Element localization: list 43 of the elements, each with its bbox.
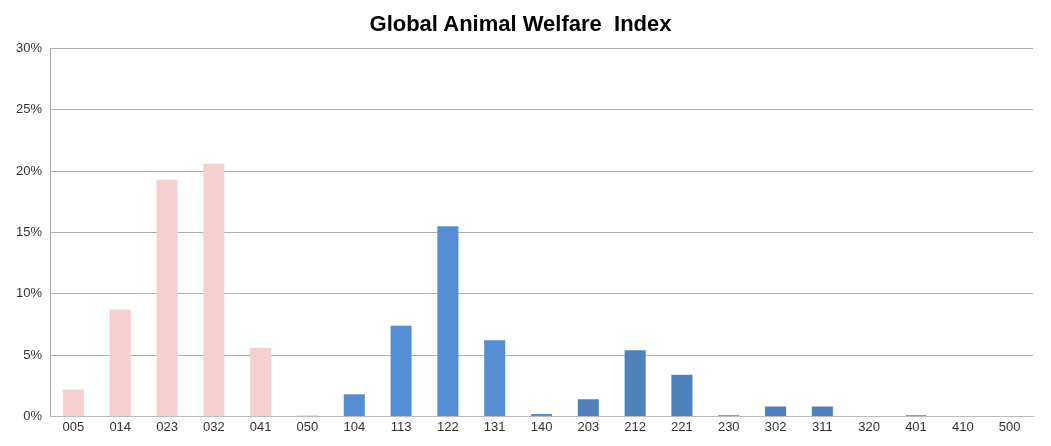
y-tick-label: 20% (15, 162, 43, 178)
x-tick-label: 032 (203, 418, 225, 434)
x-tick-label: 401 (905, 418, 927, 434)
bar (62, 389, 84, 416)
bar (577, 399, 599, 416)
x-tick-label: 023 (156, 418, 178, 434)
x-tick-label: 041 (249, 418, 272, 434)
x-tick-label: 014 (109, 418, 132, 434)
x-tick-label: 302 (764, 418, 787, 434)
x-tick-label: 311 (811, 418, 833, 434)
y-tick-label: 0% (23, 407, 43, 423)
x-tick-label: 131 (483, 418, 506, 434)
x-tick-label: 203 (577, 418, 600, 434)
x-tick-label: 122 (437, 418, 459, 434)
bar (624, 350, 646, 416)
chart-title: Global Animal Welfare Index (369, 11, 673, 37)
bar (203, 163, 225, 416)
x-tick-label: 212 (624, 418, 646, 434)
y-tick-label: 5% (23, 346, 43, 362)
y-tick-label: 25% (15, 101, 43, 117)
x-tick-label: 005 (62, 418, 85, 434)
x-tick-label: 320 (858, 418, 881, 434)
bar (437, 226, 459, 416)
bar (671, 374, 693, 416)
bar (109, 309, 131, 416)
x-tick-label: 410 (951, 418, 974, 434)
x-tick-label: 140 (530, 418, 553, 434)
y-tick-label: 30% (15, 39, 43, 55)
bar (250, 347, 272, 416)
x-tick-label: 230 (717, 418, 740, 434)
bar (343, 394, 365, 416)
bar (811, 406, 833, 416)
x-tick-label: 050 (296, 418, 319, 434)
y-tick-label: 15% (15, 223, 43, 239)
bar (156, 179, 178, 416)
bar (484, 340, 506, 416)
bar (765, 406, 787, 416)
y-tick-label: 10% (15, 285, 43, 301)
x-tick-label: 221 (671, 418, 693, 434)
x-tick-label: 500 (998, 418, 1021, 434)
x-tick-label: 104 (343, 418, 366, 434)
x-tick-label: 113 (390, 418, 412, 434)
bar (390, 325, 412, 416)
